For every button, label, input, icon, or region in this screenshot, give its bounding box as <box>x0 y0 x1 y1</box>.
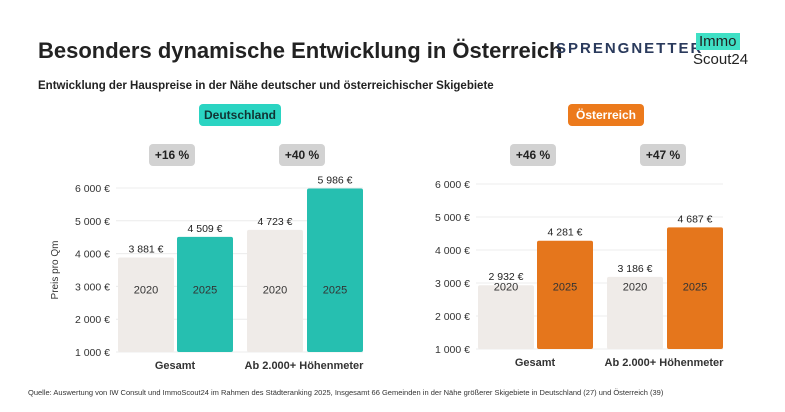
category-label: Ab 2.000+ Höhenmeter <box>245 360 365 372</box>
bar-2020 <box>478 285 534 349</box>
y-tick-label: 3 000 € <box>75 281 110 293</box>
series-label: 2020 <box>494 281 518 293</box>
bar-2020 <box>607 276 663 349</box>
change-label: +40 % <box>285 148 320 162</box>
immoscout-logo-top: Immo <box>696 33 740 50</box>
category-label: Ab 2.000+ Höhenmeter <box>605 357 725 369</box>
data-label: 4 723 € <box>257 216 292 228</box>
change-badge <box>279 144 325 166</box>
page-title: Besonders dynamische Entwicklung in Öste… <box>38 38 563 63</box>
series-label: 2025 <box>323 285 347 297</box>
change-badge <box>640 144 686 166</box>
chart-title: Deutschland <box>204 108 276 122</box>
series-label: 2025 <box>553 281 577 293</box>
data-label: 3 881 € <box>128 244 163 256</box>
y-tick-label: 5 000 € <box>435 212 470 224</box>
y-tick-label: 1 000 € <box>75 347 110 359</box>
bar-2025 <box>177 236 233 352</box>
data-label: 5 986 € <box>317 174 352 186</box>
subtitle: Entwicklung der Hauspreise in der Nähe d… <box>38 80 494 92</box>
bar-2025 <box>667 227 723 349</box>
data-label: 2 932 € <box>488 271 523 283</box>
y-tick-label: 4 000 € <box>435 245 470 257</box>
y-tick-label: 2 000 € <box>435 311 470 323</box>
data-label: 4 281 € <box>547 227 582 239</box>
y-tick-label: 2 000 € <box>75 314 110 326</box>
category-label: Gesamt <box>515 357 556 369</box>
data-label: 4 687 € <box>677 213 712 225</box>
sprengnetter-logo: SPRENGNETTER <box>556 40 704 57</box>
data-label: 3 186 € <box>617 263 652 275</box>
change-label: +16 % <box>155 148 190 162</box>
bar-2020 <box>118 257 174 352</box>
series-label: 2020 <box>623 281 647 293</box>
bar-2020 <box>247 229 303 352</box>
change-badge <box>510 144 556 166</box>
chart-title-badge <box>199 104 281 126</box>
y-axis-label: Preis pro Qm <box>50 241 61 300</box>
chart-title: Österreich <box>576 107 636 122</box>
y-tick-label: 4 000 € <box>75 249 110 261</box>
series-label: 2025 <box>193 285 217 297</box>
y-tick-label: 6 000 € <box>75 183 110 195</box>
bar-2025 <box>537 240 593 349</box>
change-badge <box>149 144 195 166</box>
bar-2025 <box>307 188 363 352</box>
category-label: Gesamt <box>155 360 196 372</box>
source-note: Quelle: Auswertung von IW Consult und Im… <box>28 388 664 397</box>
y-tick-label: 3 000 € <box>435 278 470 290</box>
series-label: 2020 <box>134 285 158 297</box>
change-label: +47 % <box>646 148 681 162</box>
y-tick-label: 5 000 € <box>75 216 110 228</box>
chart-title-badge <box>568 104 644 126</box>
y-tick-label: 1 000 € <box>435 344 470 356</box>
data-label: 4 509 € <box>187 223 222 235</box>
immoscout-logo-bottom: Scout24 <box>693 51 749 68</box>
series-label: 2020 <box>263 285 287 297</box>
change-label: +46 % <box>516 148 551 162</box>
y-tick-label: 6 000 € <box>435 179 470 191</box>
series-label: 2025 <box>683 281 707 293</box>
